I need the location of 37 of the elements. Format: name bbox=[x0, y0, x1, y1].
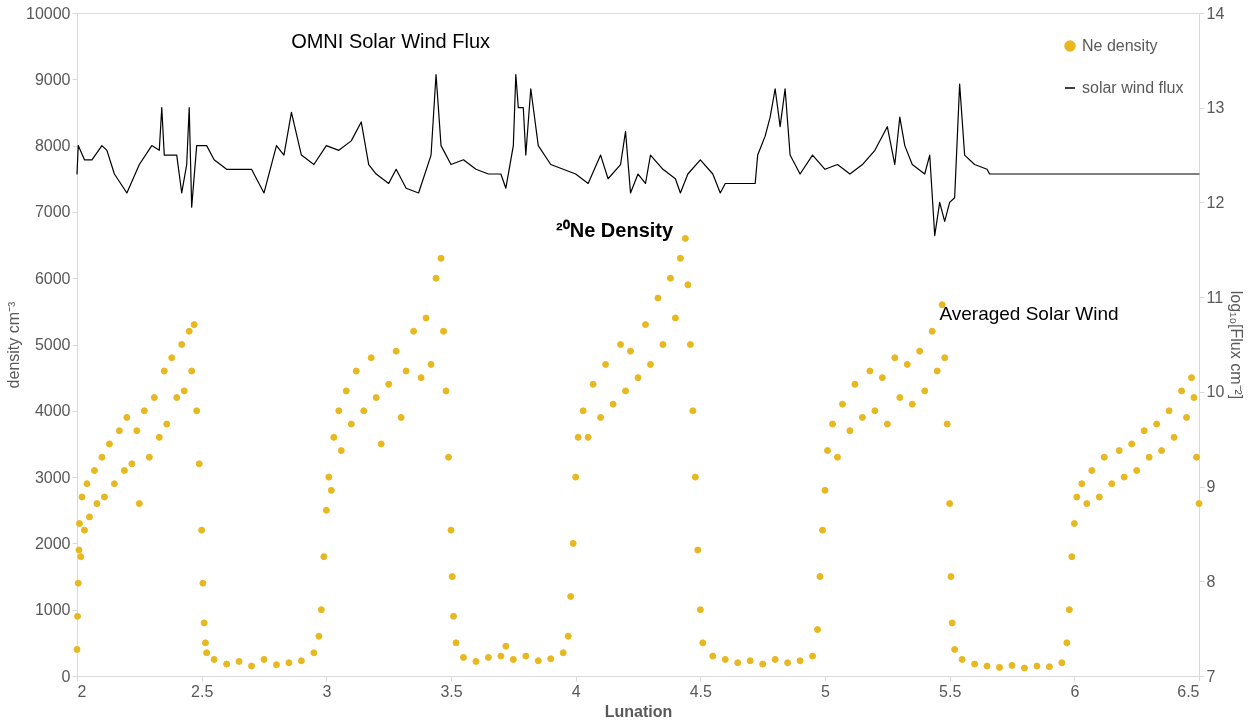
x-tick-label: 4 bbox=[571, 682, 581, 700]
y-axis-title: density cm⁻³ bbox=[5, 300, 23, 389]
x-tick-label: 3.5 bbox=[440, 682, 463, 700]
y-tick-label: 1000 bbox=[34, 601, 71, 619]
y-tick-label: 0 bbox=[61, 667, 71, 685]
x-tick-label: 6.5 bbox=[1177, 682, 1200, 700]
x-tick-label: 5.5 bbox=[939, 682, 962, 700]
x-tick-label: 4.5 bbox=[689, 682, 713, 700]
y-tick-label: 3000 bbox=[34, 468, 71, 486]
y-tick-label: 9000 bbox=[34, 70, 71, 88]
legend-label: solar wind flux bbox=[1082, 79, 1184, 96]
y2-tick-label: 13 bbox=[1206, 99, 1225, 117]
y2-tick-label: 14 bbox=[1206, 4, 1225, 22]
y-tick-label: 7000 bbox=[34, 203, 71, 221]
x-tick-label: 2 bbox=[77, 682, 87, 700]
y2-tick-label: 12 bbox=[1206, 193, 1225, 211]
y2-tick-label: 9 bbox=[1206, 478, 1216, 496]
x-tick-label: 5 bbox=[821, 682, 831, 700]
y2-tick-label: 11 bbox=[1206, 288, 1224, 306]
y-tick-label: 5000 bbox=[34, 336, 71, 353]
legend-label: Ne density bbox=[1082, 37, 1158, 54]
annotation: ²⁰Ne Density bbox=[556, 218, 674, 241]
x-tick-label: 6 bbox=[1070, 682, 1080, 700]
y-tick-label: 2000 bbox=[34, 534, 71, 552]
y2-tick-label: 8 bbox=[1206, 572, 1216, 590]
annotation: Averaged Solar Wind bbox=[939, 302, 1119, 324]
x-tick-label: 2.5 bbox=[191, 682, 214, 700]
y-tick-label: 10000 bbox=[26, 4, 71, 22]
y-tick-label: 8000 bbox=[34, 137, 71, 155]
x-axis-title: Lunation bbox=[604, 702, 673, 720]
y2-tick-label: 10 bbox=[1206, 383, 1225, 401]
x-tick-label: 3 bbox=[322, 682, 332, 700]
y-tick-label: 6000 bbox=[34, 269, 71, 287]
annotation: OMNI Solar Wind Flux bbox=[291, 29, 491, 52]
y2-tick-label: 7 bbox=[1206, 667, 1216, 685]
y-tick-label: 4000 bbox=[34, 402, 71, 420]
y2-axis-title: log₁₀[Flux cm⁻²] bbox=[1228, 290, 1246, 400]
